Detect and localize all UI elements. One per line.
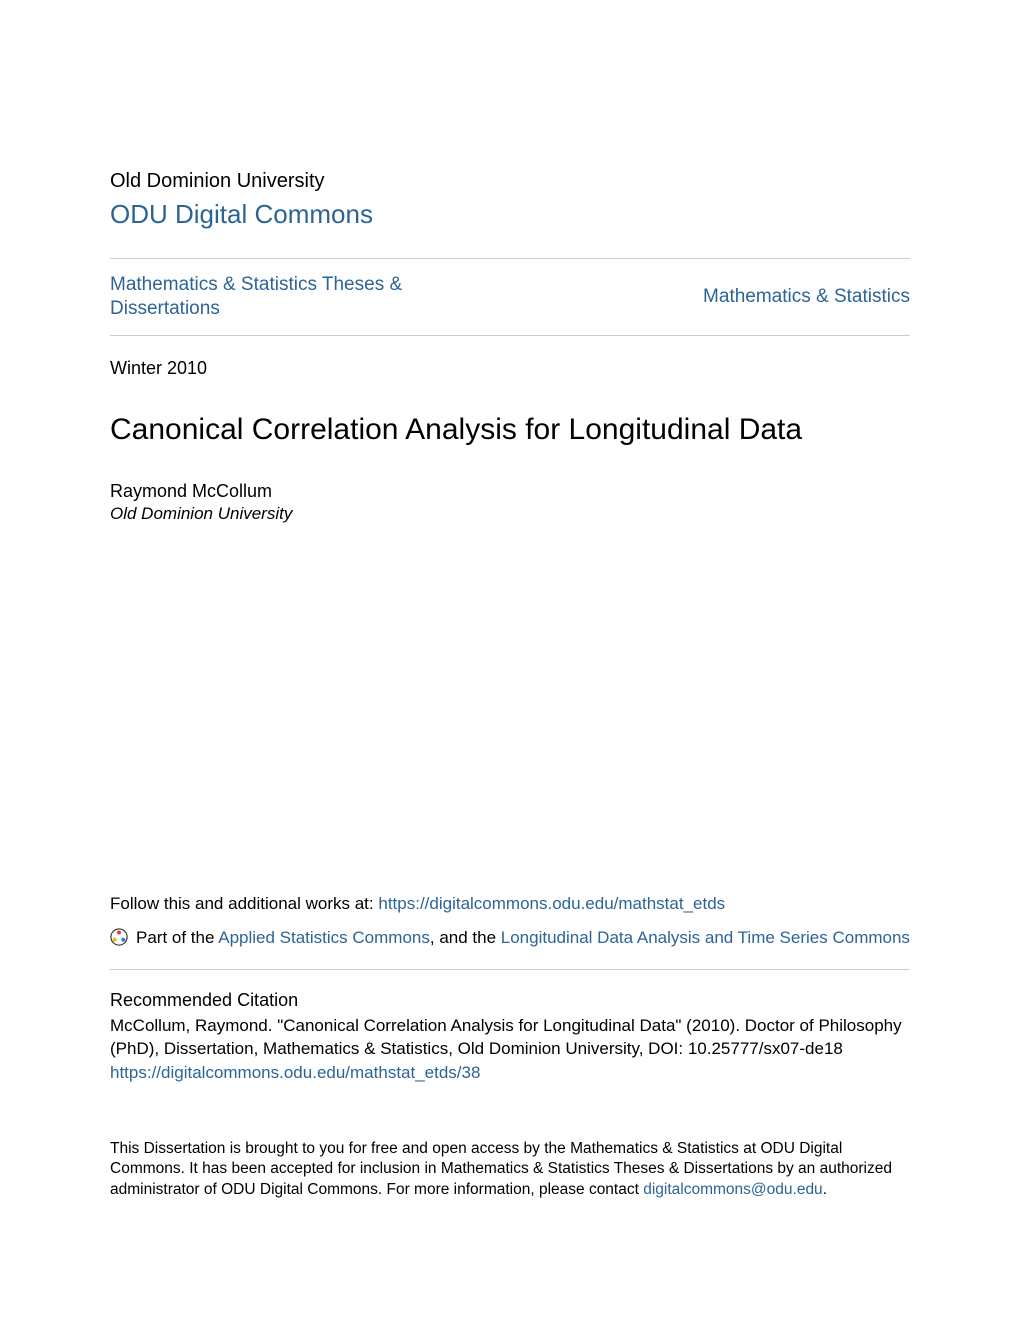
access-statement: This Dissertation is brought to you for …: [110, 1139, 910, 1202]
collection-link[interactable]: Mathematics & Statistics Theses & Disser…: [110, 273, 440, 321]
partof-link-2[interactable]: Longitudinal Data Analysis and Time Seri…: [501, 928, 910, 947]
paper-title: Canonical Correlation Analysis for Longi…: [110, 413, 910, 447]
part-of-line: Part of the Applied Statistics Commons, …: [110, 924, 910, 951]
vertical-spacer: [110, 524, 910, 894]
repository-link[interactable]: ODU Digital Commons: [110, 199, 910, 230]
department-link[interactable]: Mathematics & Statistics: [703, 286, 910, 308]
recommended-citation-heading: Recommended Citation: [110, 990, 910, 1011]
partof-prefix: Part of the: [136, 928, 218, 947]
network-icon: [110, 928, 128, 946]
contact-email-link[interactable]: digitalcommons@odu.edu: [643, 1181, 822, 1198]
follow-works-line: Follow this and additional works at: htt…: [110, 894, 910, 914]
follow-url-link[interactable]: https://digitalcommons.odu.edu/mathstat_…: [378, 894, 725, 913]
partof-link-1[interactable]: Applied Statistics Commons: [218, 928, 430, 947]
institution-name: Old Dominion University: [110, 170, 910, 193]
author-name: Raymond McCollum: [110, 481, 910, 502]
divider-mid: [110, 335, 910, 336]
divider-bottom: [110, 969, 910, 970]
citation-text: McCollum, Raymond. "Canonical Correlatio…: [110, 1015, 910, 1061]
follow-prefix: Follow this and additional works at:: [110, 894, 378, 913]
footer-text-b: .: [823, 1181, 827, 1198]
citation-url-link[interactable]: https://digitalcommons.odu.edu/mathstat_…: [110, 1063, 910, 1083]
document-page: Old Dominion University ODU Digital Comm…: [0, 0, 1020, 1201]
breadcrumb-row: Mathematics & Statistics Theses & Disser…: [110, 259, 910, 335]
author-affiliation: Old Dominion University: [110, 504, 910, 524]
partof-mid: , and the: [430, 928, 501, 947]
part-of-text: Part of the Applied Statistics Commons, …: [136, 924, 910, 951]
publication-date: Winter 2010: [110, 358, 910, 379]
